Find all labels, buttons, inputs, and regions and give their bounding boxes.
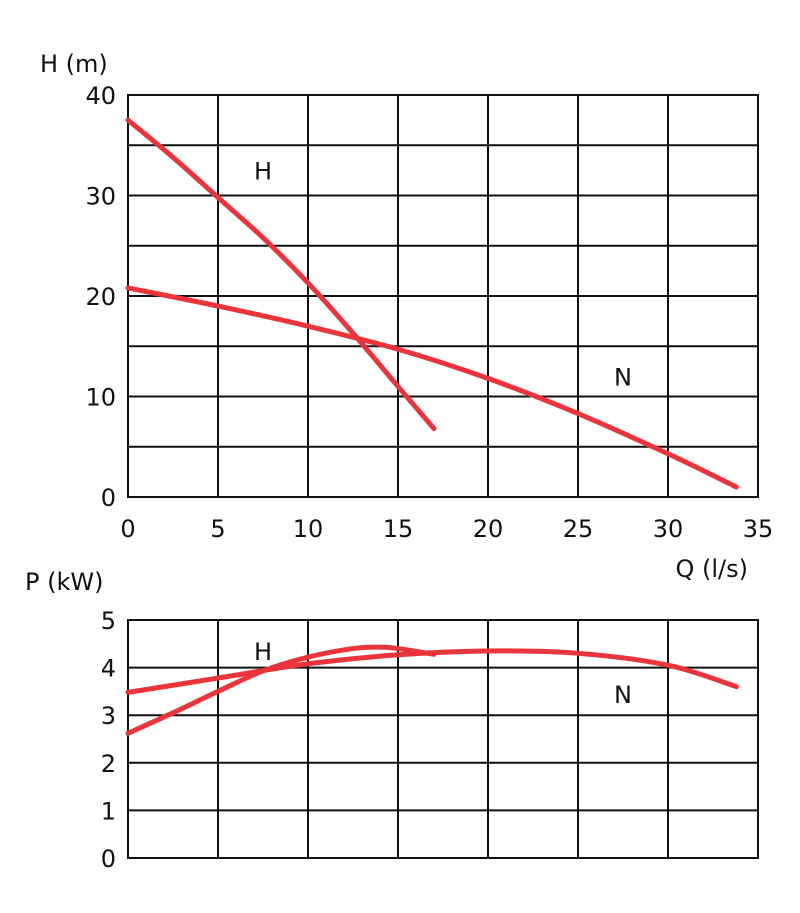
series-line-n [125, 648, 739, 695]
series-line-h [125, 117, 437, 432]
y-tick-label: 0 [101, 845, 116, 873]
series-line-n [125, 285, 739, 490]
series-label-n: N [614, 681, 632, 709]
power-chart: 0 1 2 3 4 5 P (kW) H N [25, 568, 759, 873]
y-axis-title: P (kW) [25, 568, 103, 596]
x-tick-label: 15 [383, 515, 414, 543]
plot-frame [127, 619, 759, 859]
x-tick-label: 5 [210, 515, 225, 543]
y-tick-label: 2 [101, 750, 116, 778]
x-tick-label: 10 [293, 515, 324, 543]
x-tick-label: 35 [743, 515, 774, 543]
x-tick-label: 0 [120, 515, 135, 543]
series-label-h: H [254, 157, 272, 185]
y-tick-label: 10 [85, 384, 116, 412]
y-tick-label: 3 [101, 702, 116, 730]
x-tick-label: 25 [563, 515, 594, 543]
head-chart: 0 10 20 30 40 0 5 10 15 20 25 30 35 H (m) Q (l/s) H N [40, 50, 773, 583]
y-tick-label: 4 [101, 655, 116, 683]
y-tick-label: 1 [101, 797, 116, 825]
series-line-h [125, 644, 437, 736]
x-tick-label: 20 [473, 515, 504, 543]
y-tick-label: 40 [85, 82, 116, 110]
y-tick-label: 0 [101, 484, 116, 512]
y-tick-label: 20 [85, 283, 116, 311]
y-tick-label: 5 [101, 607, 116, 635]
y-axis-title: H (m) [40, 50, 108, 78]
x-axis-title: Q (l/s) [675, 555, 748, 583]
y-tick-label: 30 [85, 183, 116, 211]
x-tick-label: 30 [653, 515, 684, 543]
plot-frame [127, 94, 759, 498]
series-label-h: H [254, 638, 272, 666]
series-label-n: N [614, 363, 632, 391]
